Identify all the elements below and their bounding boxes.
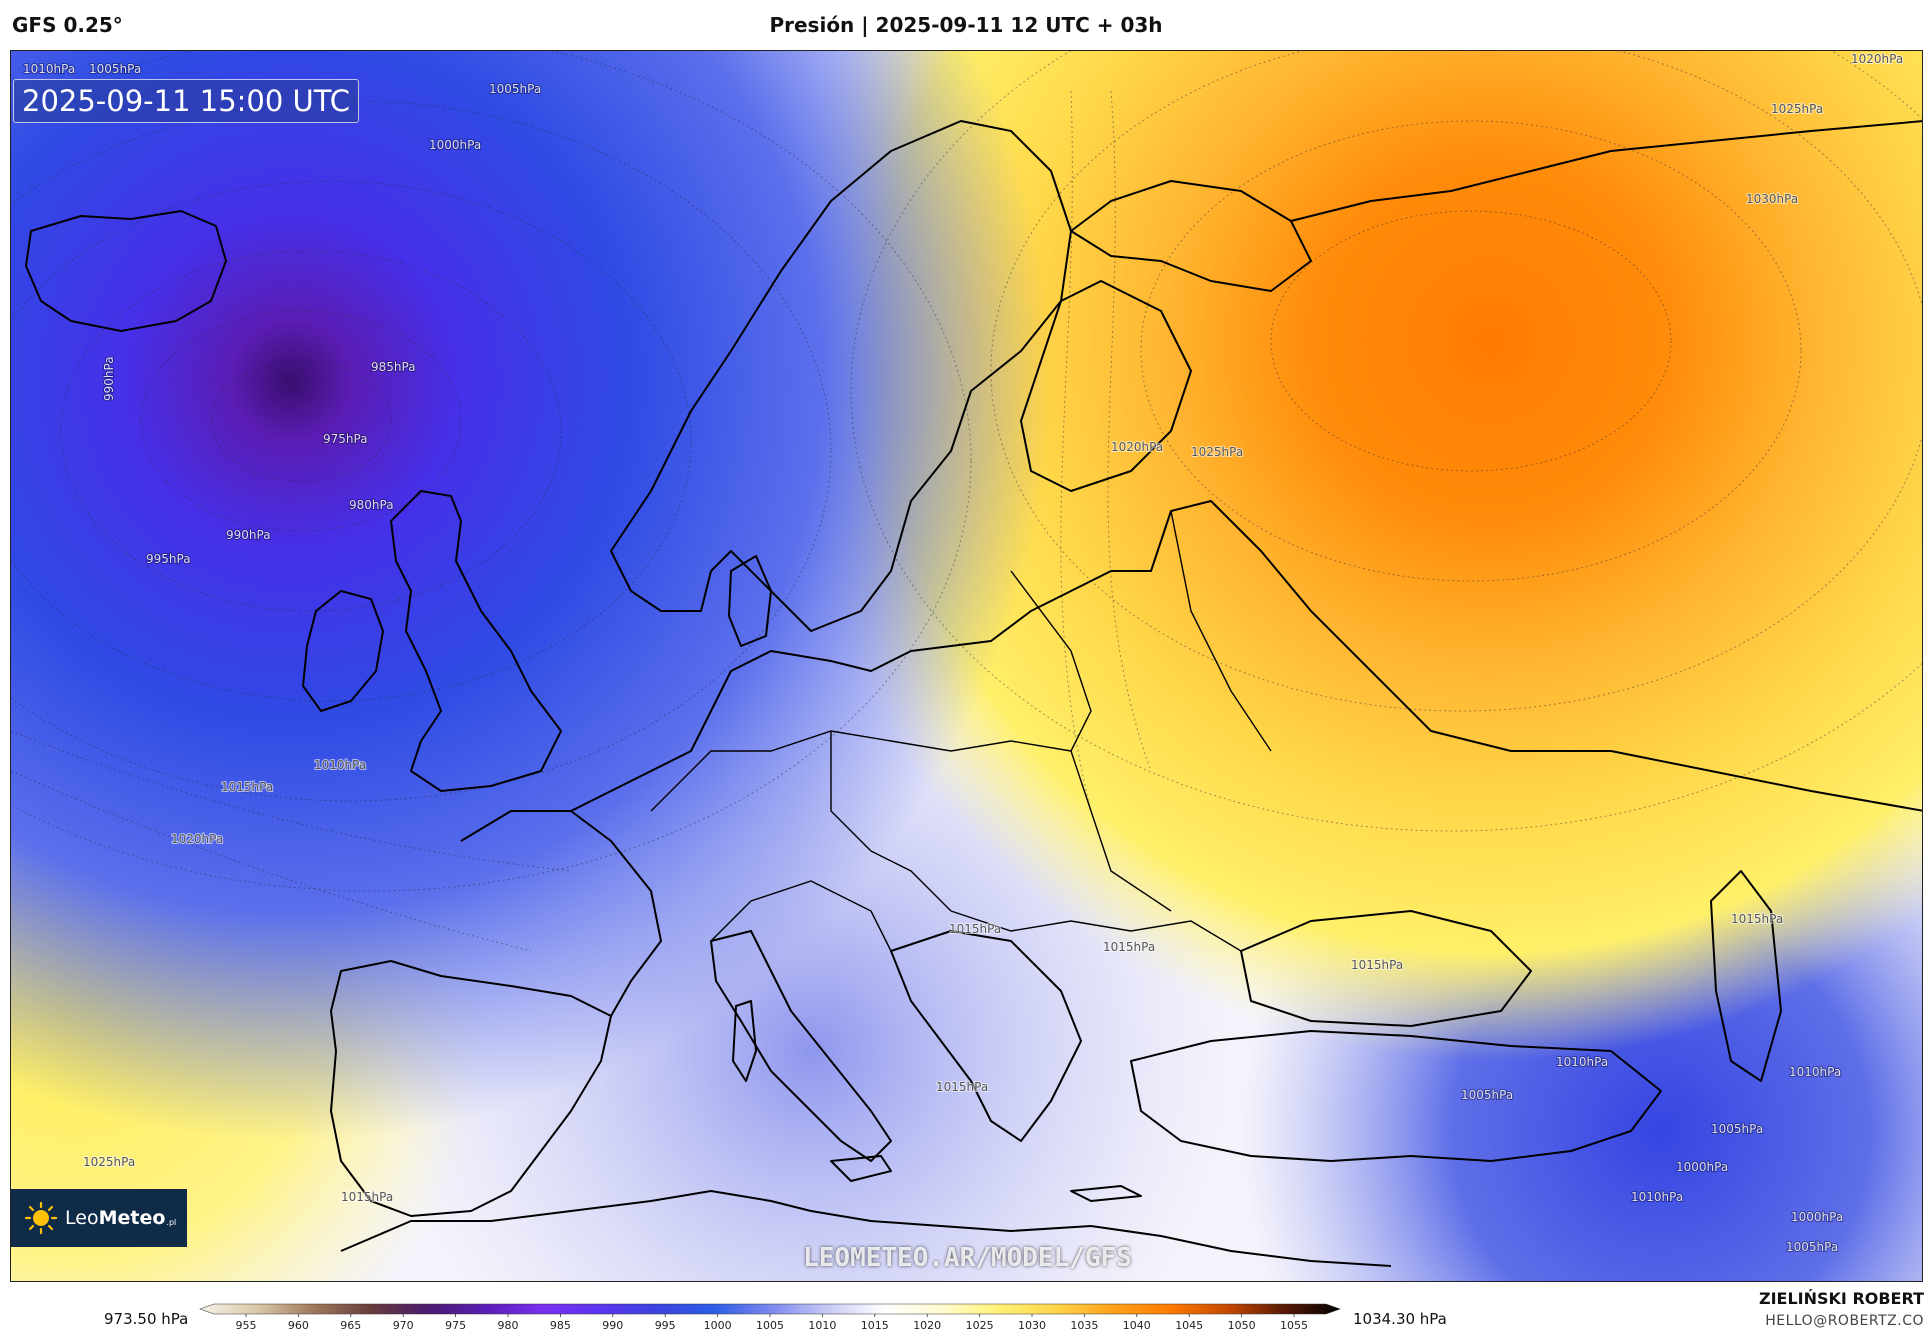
isobar-label: 1020hPa <box>1851 52 1903 66</box>
author-name: ZIELIŃSKI ROBERT <box>1758 1289 1924 1308</box>
logo-text: LeoMeteo <box>65 1207 166 1229</box>
pressure-field: 1010hPa 1005hPa 1005hPa 1000hPa 990hPa 9… <box>11 51 1922 1281</box>
colorbar-tick-label: 1005 <box>756 1319 784 1332</box>
pressure-map[interactable]: 1010hPa 1005hPa 1005hPa 1000hPa 990hPa 9… <box>10 50 1923 1282</box>
colorbar-tick-label: 1050 <box>1228 1319 1256 1332</box>
isobar-label: 1005hPa <box>489 82 541 96</box>
isobar-label: 1025hPa <box>1191 445 1243 459</box>
isobar-label: 1005hPa <box>1461 1088 1513 1102</box>
isobar-label: 1015hPa <box>221 780 273 794</box>
colorbar-tick-label: 990 <box>602 1319 623 1332</box>
chart-title: Presión | 2025-09-11 12 UTC + 03h <box>769 13 1163 37</box>
isobar-label: 1020hPa <box>171 832 223 846</box>
isobar-label: 985hPa <box>371 360 416 374</box>
colorbar-max-label: 1034.30 hPa <box>1353 1310 1447 1328</box>
colorbar-tick-label: 1055 <box>1280 1319 1308 1332</box>
isobar-label: 1025hPa <box>83 1155 135 1169</box>
colorbar-tick-label: 1030 <box>1018 1319 1046 1332</box>
isobar-label: 1025hPa <box>1771 102 1823 116</box>
colorbar-tick-label: 975 <box>445 1319 466 1332</box>
isobar-label: 995hPa <box>146 552 191 566</box>
colorbar-tick-label: 980 <box>498 1319 519 1332</box>
isobar-label: 1000hPa <box>1676 1160 1728 1174</box>
valid-time-badge: 2025-09-11 15:00 UTC <box>13 79 360 123</box>
isobar-label: 1005hPa <box>1786 1240 1838 1254</box>
watermark: LEOMETEO.AR/MODEL/GFS <box>803 1243 1132 1273</box>
isobar-label: 1000hPa <box>429 138 481 152</box>
colorbar: 955 960 965 970 975 980 985 990 995 1000 1005 1010 1… <box>199 1303 1341 1332</box>
colorbar-gradient <box>199 1303 1341 1315</box>
colorbar-tick-label: 1000 <box>704 1319 732 1332</box>
isobar-label: 1015hPa <box>1351 958 1403 972</box>
colorbar-tick-label: 1015 <box>861 1319 889 1332</box>
logo-tld: .pl <box>166 1217 177 1227</box>
colorbar-tick-label: 1035 <box>1070 1319 1098 1332</box>
colorbar-tick-label: 985 <box>550 1319 571 1332</box>
colorbar-tick-label: 1045 <box>1175 1319 1203 1332</box>
isobar-label: 1010hPa <box>1631 1190 1683 1204</box>
colorbar-tick-label: 960 <box>288 1319 309 1332</box>
model-label: GFS 0.25° <box>12 13 123 37</box>
isobar-label: 975hPa <box>323 432 368 446</box>
colorbar-tick-label: 1010 <box>808 1319 836 1332</box>
isobar-label: 990hPa <box>102 356 116 401</box>
colorbar-tick-label: 995 <box>655 1319 676 1332</box>
isobar-label: 980hPa <box>349 498 394 512</box>
isobar-label: 1010hPa <box>23 62 75 76</box>
colorbar-tick-label: 1040 <box>1123 1319 1151 1332</box>
isobar-label: 1010hPa <box>314 758 366 772</box>
isobar-label: 1030hPa <box>1746 192 1798 206</box>
isobar-label: 1005hPa <box>1711 1122 1763 1136</box>
colorbar-tick-label: 955 <box>236 1319 257 1332</box>
colorbar-tick-label: 1025 <box>966 1319 994 1332</box>
colorbar-tick-label: 970 <box>393 1319 414 1332</box>
sun-icon <box>25 1202 57 1234</box>
colorbar-tick-label: 965 <box>340 1319 361 1332</box>
author-email[interactable]: HELLO@ROBERTZ.CO <box>1765 1313 1924 1329</box>
isobar-label: 1015hPa <box>949 922 1001 936</box>
isobar-label: 1015hPa <box>341 1190 393 1204</box>
isobar-label: 1000hPa <box>1791 1210 1843 1224</box>
isobar-label: 1020hPa <box>1111 440 1163 454</box>
isobar-label: 1015hPa <box>1731 912 1783 926</box>
isobar-label: 1010hPa <box>1556 1055 1608 1069</box>
isobar-label: 990hPa <box>226 528 271 542</box>
isobar-label: 1015hPa <box>1103 940 1155 954</box>
leometeo-logo[interactable]: LeoMeteo .pl <box>11 1189 187 1247</box>
isobar-label: 1010hPa <box>1789 1065 1841 1079</box>
colorbar-min-label: 973.50 hPa <box>104 1310 189 1328</box>
isobar-label: 1015hPa <box>936 1080 988 1094</box>
colorbar-tick-label: 1020 <box>913 1319 941 1332</box>
isobar-label: 1005hPa <box>89 62 141 76</box>
